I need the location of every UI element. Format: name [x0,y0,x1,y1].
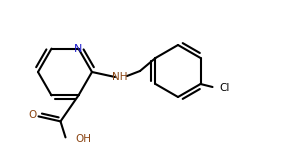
Text: OH: OH [75,134,91,144]
Text: NH: NH [112,72,128,82]
Text: Cl: Cl [220,83,230,93]
Text: N: N [74,44,83,54]
Text: O: O [28,110,37,120]
